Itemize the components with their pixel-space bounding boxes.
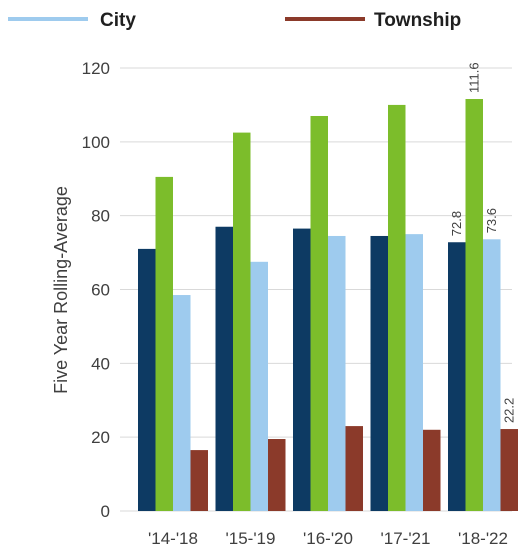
bar [215,226,233,511]
bar [370,235,388,512]
y-tick-label: 0 [101,502,110,521]
y-axis-title: Five Year Rolling-Average [51,186,71,394]
bar [328,235,346,512]
chart-legend: City Township [8,10,461,31]
bar [388,104,406,512]
bar [310,115,328,511]
bar [268,439,286,511]
bar-series-group [138,99,518,512]
data-labels: 72.8 111.6 73.6 22.2 [449,62,517,423]
y-tick-label: 120 [82,59,110,78]
legend-label-township: Township [374,10,461,31]
y-tick-label: 100 [82,133,110,152]
data-label: 72.8 [449,211,464,236]
bar [483,239,501,511]
bar [190,450,208,511]
bar [138,248,156,511]
x-tick-label: '17-'21 [381,529,431,548]
x-tick-label: '14-'18 [148,529,198,548]
bar [345,426,363,511]
y-tick-label: 40 [91,354,110,373]
bar [405,234,423,511]
bar [448,242,466,511]
y-tick-label: 60 [91,281,110,300]
bar [500,429,518,511]
bar [173,295,191,511]
bar [423,429,441,511]
x-tick-label: '16-'20 [303,529,353,548]
data-label: 22.2 [501,398,516,423]
bar [233,132,251,511]
x-axis-ticks: '14-'18 '15-'19 '16-'20 '17-'21 '18-'22 [148,529,508,548]
data-label: 111.6 [466,62,481,93]
bar [293,228,311,511]
x-tick-label: '15-'19 [226,529,276,548]
bar [155,176,173,511]
y-tick-label: 80 [91,207,110,226]
x-tick-label: '18-'22 [458,529,508,548]
bar [465,99,483,511]
data-label: 73.6 [484,208,499,233]
y-tick-label: 20 [91,428,110,447]
legend-label-city: City [100,10,136,31]
bar [250,261,268,511]
y-axis-ticks: 0 20 40 60 80 100 120 [82,59,110,521]
